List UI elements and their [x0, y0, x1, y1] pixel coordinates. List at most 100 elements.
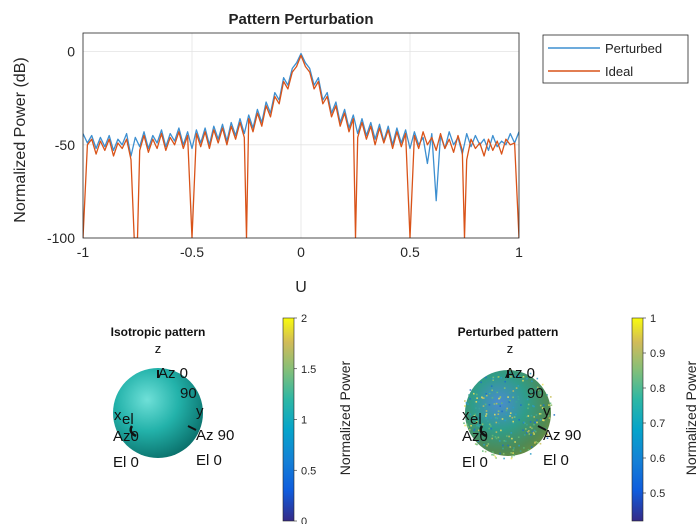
sphere-speckle	[548, 404, 550, 406]
sphere-speckle	[526, 398, 529, 401]
sphere-speckle	[535, 430, 537, 433]
sphere-speckle	[495, 417, 497, 420]
sphere-speckle	[491, 377, 494, 380]
sphere-speckle	[493, 454, 495, 456]
sphere-speckle	[494, 455, 497, 458]
x-axis-label: U	[295, 279, 307, 296]
sphere-speckle	[518, 370, 520, 372]
sphere-speckle	[535, 387, 538, 390]
sphere-speckle	[476, 397, 478, 399]
sphere-speckle	[517, 396, 519, 398]
sphere-speckle	[484, 450, 487, 453]
sphere-speckle	[497, 403, 499, 405]
sphere-speckle	[527, 415, 530, 417]
sphere-speckle	[503, 387, 506, 389]
sphere-speckle	[478, 417, 481, 419]
sphere-speckle	[468, 411, 470, 414]
sphere-speckle	[502, 452, 505, 455]
sphere-speckle	[482, 405, 485, 407]
sphere-speckle	[511, 416, 514, 419]
sphere-speckle	[527, 449, 530, 451]
sphere-speckle	[503, 440, 506, 442]
legend[interactable]: Perturbed Ideal	[542, 34, 689, 84]
sphere-speckle	[510, 452, 512, 454]
sphere-speckle	[533, 423, 535, 426]
sphere-speckle	[527, 391, 530, 393]
sphere-speckle	[501, 418, 504, 420]
sphere-speckle	[517, 385, 520, 387]
sphere-speckle	[483, 443, 485, 446]
sphere-speckle	[523, 421, 525, 424]
perturbed-label-z: z	[507, 341, 514, 356]
isotropic-label-az90: Az 90	[196, 427, 234, 444]
series-line-ideal	[83, 54, 519, 238]
y-tick-label: 0	[67, 44, 75, 60]
sphere-speckle	[494, 436, 497, 438]
sphere-speckle	[512, 390, 515, 392]
sphere-speckle	[553, 414, 556, 416]
sphere-speckle	[541, 383, 544, 386]
sphere-speckle	[536, 419, 538, 421]
sphere-speckle	[487, 443, 490, 445]
sphere-speckle	[539, 391, 542, 394]
sphere-speckle	[515, 387, 518, 389]
sphere-speckle	[476, 421, 478, 423]
sphere-speckle	[537, 389, 539, 391]
sphere-speckle	[507, 396, 509, 398]
sphere-speckle	[515, 375, 517, 377]
sphere-speckle	[529, 372, 532, 375]
sphere-speckle	[473, 429, 475, 432]
chart-title: Pattern Perturbation	[228, 11, 373, 28]
sphere-speckle	[542, 419, 544, 421]
sphere-speckle	[512, 396, 514, 399]
sphere-speckle	[485, 410, 488, 412]
sphere-speckle	[484, 403, 487, 406]
sphere-speckle	[529, 421, 532, 423]
sphere-speckle	[536, 421, 538, 424]
sphere-speckle	[495, 402, 498, 405]
sphere-speckle	[502, 444, 504, 447]
sphere-speckle	[535, 414, 538, 416]
isotropic-label-el: el	[122, 411, 134, 428]
sphere-speckle	[478, 401, 480, 403]
sphere-speckle	[518, 419, 520, 421]
series-line-perturbed	[83, 52, 519, 202]
perturbed-y-axis	[537, 425, 547, 431]
isotropic-title: Isotropic pattern	[111, 325, 206, 339]
sphere-speckle	[490, 417, 492, 419]
sphere-speckle	[520, 404, 522, 406]
sphere-speckle	[490, 427, 493, 430]
y-tick-labels: 0 -50 -100	[47, 44, 75, 246]
sphere-speckle	[488, 391, 491, 393]
isotropic-label-az0: Az 0	[158, 365, 188, 382]
sphere-speckle	[474, 443, 477, 445]
sphere-speckle	[514, 441, 516, 443]
sphere-speckle	[487, 420, 489, 422]
sphere-speckle	[509, 446, 512, 448]
sphere-speckle	[529, 453, 532, 455]
sphere-speckle	[490, 385, 493, 387]
sphere-speckle	[476, 393, 478, 396]
sphere-speckle	[513, 447, 515, 449]
sphere-speckle	[537, 442, 539, 444]
sphere-speckle	[491, 434, 494, 437]
isotropic-label-az0-side: Az0	[113, 428, 139, 445]
sphere-speckle	[481, 423, 484, 426]
sphere-speckle	[533, 429, 536, 432]
sphere-speckle	[539, 395, 542, 398]
sphere-speckle	[536, 377, 539, 380]
y-axis-label: Normalized Power (dB)	[12, 57, 29, 222]
isotropic-label-z: z	[155, 341, 162, 356]
sphere-speckle	[528, 430, 530, 432]
sphere-speckle	[539, 442, 542, 445]
sphere-speckle	[515, 401, 518, 403]
sphere-speckle	[546, 433, 548, 435]
sphere-speckle	[518, 444, 520, 447]
sphere-speckle	[486, 417, 488, 419]
sphere-speckle	[497, 376, 500, 378]
sphere-speckle	[504, 440, 507, 442]
isotropic-pattern-plot: Isotropic pattern z Az 0 90 x el Az0 y A…	[111, 313, 353, 524]
colorbar-tick-label: 0.5	[301, 465, 316, 477]
sphere-speckle	[507, 444, 509, 447]
sphere-speckle	[533, 374, 535, 377]
